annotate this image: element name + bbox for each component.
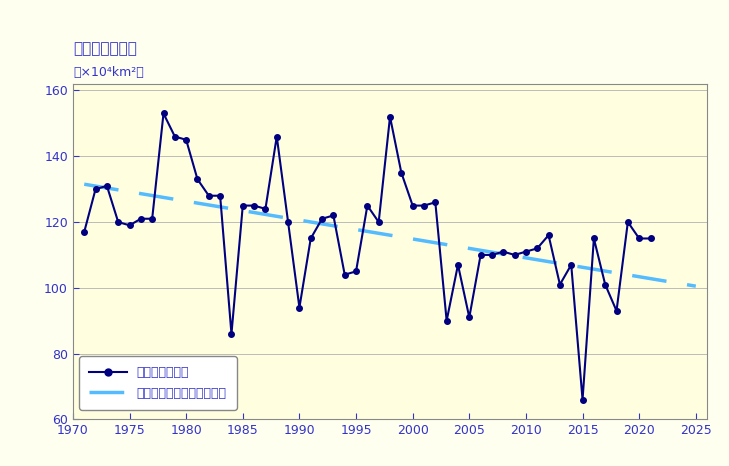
最大海氷域面積	[159, 111, 168, 116]
最大海氷域面積	[80, 229, 89, 235]
最大海氷域面積	[578, 397, 587, 403]
Text: 最大海氷域面積: 最大海氷域面積	[73, 41, 137, 56]
最大海氷域面積	[635, 236, 644, 241]
Line: 最大海氷域面積: 最大海氷域面積	[82, 111, 653, 403]
Legend: 最大海氷域面積, 最大海氷域面積の変化傾向: 最大海氷域面積, 最大海氷域面積の変化傾向	[79, 356, 237, 410]
最大海氷域面積	[499, 249, 507, 254]
最大海氷域面積	[216, 193, 225, 199]
最大海氷域面積	[261, 206, 270, 212]
Text: （×10⁴km²）: （×10⁴km²）	[73, 66, 144, 79]
最大海氷域面積	[465, 315, 474, 320]
最大海氷域面積	[273, 134, 281, 139]
最大海氷域面積	[646, 236, 655, 241]
